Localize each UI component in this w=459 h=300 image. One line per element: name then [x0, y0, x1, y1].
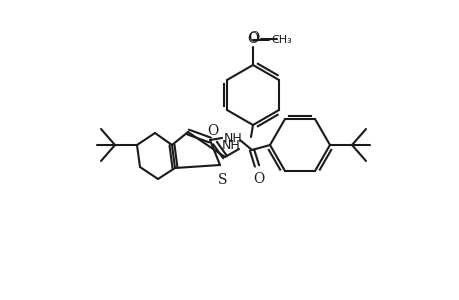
Text: O: O — [247, 32, 258, 46]
Text: NH: NH — [224, 131, 242, 145]
Text: O: O — [207, 124, 218, 138]
Text: S: S — [218, 173, 227, 187]
Text: O: O — [248, 31, 259, 45]
Text: CH₃: CH₃ — [270, 35, 291, 45]
Text: NH: NH — [222, 139, 241, 152]
Text: O: O — [253, 172, 264, 186]
